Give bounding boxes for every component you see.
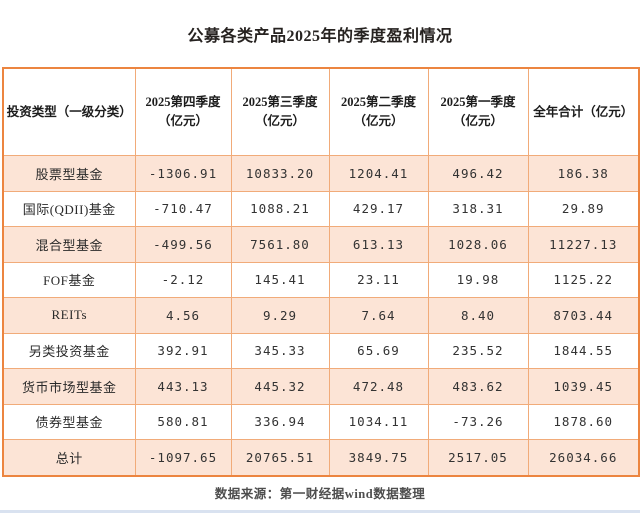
value-cell-total: 26034.66 <box>527 439 640 476</box>
value-cell-q1: -73.26 <box>427 403 529 440</box>
bottom-divider <box>0 510 640 513</box>
value-cell-q4: 443.13 <box>134 368 232 405</box>
table-row: 另类投资基金 392.91 345.33 65.69 235.52 1844.5… <box>2 332 640 369</box>
row-label: 货币市场型基金 <box>2 368 136 405</box>
column-header-category: 投资类型（一级分类） <box>2 67 136 156</box>
column-header-q3: 2025第三季度 （亿元） <box>230 67 330 156</box>
row-label: 债券型基金 <box>2 403 136 440</box>
row-label: 另类投资基金 <box>2 332 136 369</box>
column-header-unit: （亿元） <box>157 114 208 128</box>
column-header-label: 2025第一季度 <box>440 95 516 110</box>
table-row: 国际(QDII)基金 -710.47 1088.21 429.17 318.31… <box>2 190 640 227</box>
quarterly-profit-table: 投资类型（一级分类） 2025第四季度 （亿元） 2025第三季度 （亿元） 2… <box>2 67 640 477</box>
value-cell-total: 1039.45 <box>527 368 640 405</box>
header-row: 投资类型（一级分类） 2025第四季度 （亿元） 2025第三季度 （亿元） 2… <box>2 67 640 156</box>
column-header-unit: （亿元） <box>452 114 503 128</box>
value-cell-q3: 20765.51 <box>230 439 330 476</box>
value-cell-q2: 613.13 <box>328 226 429 263</box>
value-cell-q4: 392.91 <box>134 332 232 369</box>
value-cell-q1: 2517.05 <box>427 439 529 476</box>
column-header-label: 2025第二季度 <box>340 95 416 110</box>
row-label: 混合型基金 <box>2 226 136 263</box>
table-title: 公募各类产品2025年的季度盈利情况 <box>187 28 453 45</box>
value-cell-q3: 445.32 <box>230 368 330 405</box>
column-header-label: 2025第三季度 <box>242 95 318 110</box>
table-row: FOF基金 -2.12 145.41 23.11 19.98 1125.22 <box>2 261 640 298</box>
row-label: 股票型基金 <box>2 155 136 192</box>
value-cell-q1: 1028.06 <box>427 226 529 263</box>
value-cell-q2: 7.64 <box>328 297 429 334</box>
table-row: 股票型基金 -1306.91 10833.20 1204.41 496.42 1… <box>2 155 640 192</box>
value-cell-q2: 1204.41 <box>328 155 429 192</box>
value-cell-q3: 1088.21 <box>230 190 330 227</box>
value-cell-total: 1844.55 <box>527 332 640 369</box>
value-cell-q1: 496.42 <box>427 155 529 192</box>
column-header-q2: 2025第二季度 （亿元） <box>328 67 429 156</box>
value-cell-q1: 235.52 <box>427 332 529 369</box>
row-label: REITs <box>2 297 136 334</box>
value-cell-q2: 23.11 <box>328 261 429 298</box>
value-cell-q3: 7561.80 <box>230 226 330 263</box>
value-cell-total: 1125.22 <box>527 261 640 298</box>
value-cell-q4: 4.56 <box>134 297 232 334</box>
value-cell-q4: -499.56 <box>134 226 232 263</box>
column-header-label: 全年合计（亿元） <box>533 104 634 119</box>
column-header-q1: 2025第一季度 （亿元） <box>427 67 529 156</box>
value-cell-q1: 8.40 <box>427 297 529 334</box>
column-header-unit: （亿元） <box>353 114 404 128</box>
value-cell-q2: 3849.75 <box>328 439 429 476</box>
table-header: 投资类型（一级分类） 2025第四季度 （亿元） 2025第三季度 （亿元） 2… <box>2 67 640 156</box>
column-header-label: 2025第四季度 <box>145 95 221 110</box>
row-label: FOF基金 <box>2 261 136 298</box>
value-cell-total: 29.89 <box>527 190 640 227</box>
value-cell-q3: 10833.20 <box>230 155 330 192</box>
value-cell-q4: -710.47 <box>134 190 232 227</box>
value-cell-q3: 145.41 <box>230 261 330 298</box>
value-cell-q4: 580.81 <box>134 403 232 440</box>
value-cell-total: 1878.60 <box>527 403 640 440</box>
value-cell-q1: 318.31 <box>427 190 529 227</box>
table-row: 混合型基金 -499.56 7561.80 613.13 1028.06 112… <box>2 226 640 263</box>
value-cell-q4: -2.12 <box>134 261 232 298</box>
table-body: 股票型基金 -1306.91 10833.20 1204.41 496.42 1… <box>2 155 640 476</box>
column-header-q4: 2025第四季度 （亿元） <box>134 67 232 156</box>
column-header-total: 全年合计（亿元） <box>527 67 640 156</box>
row-label: 国际(QDII)基金 <box>2 190 136 227</box>
data-source: 数据来源：第一财经据wind数据整理 <box>214 487 426 501</box>
table-row: REITs 4.56 9.29 7.64 8.40 8703.44 <box>2 297 640 334</box>
value-cell-q1: 19.98 <box>427 261 529 298</box>
row-label: 总计 <box>2 439 136 476</box>
value-cell-q4: -1097.65 <box>134 439 232 476</box>
value-cell-q2: 65.69 <box>328 332 429 369</box>
value-cell-q4: -1306.91 <box>134 155 232 192</box>
value-cell-q3: 336.94 <box>230 403 330 440</box>
table-row: 债券型基金 580.81 336.94 1034.11 -73.26 1878.… <box>2 403 640 440</box>
value-cell-q1: 483.62 <box>427 368 529 405</box>
value-cell-total: 186.38 <box>527 155 640 192</box>
value-cell-q3: 9.29 <box>230 297 330 334</box>
table-row: 货币市场型基金 443.13 445.32 472.48 483.62 1039… <box>2 368 640 405</box>
column-header-unit: （亿元） <box>254 114 305 128</box>
value-cell-q2: 472.48 <box>328 368 429 405</box>
value-cell-q2: 1034.11 <box>328 403 429 440</box>
table-row: 总计 -1097.65 20765.51 3849.75 2517.05 260… <box>2 439 640 476</box>
value-cell-total: 11227.13 <box>527 226 640 263</box>
value-cell-q3: 345.33 <box>230 332 330 369</box>
value-cell-q2: 429.17 <box>328 190 429 227</box>
value-cell-total: 8703.44 <box>527 297 640 334</box>
column-header-label: 投资类型（一级分类） <box>6 104 132 119</box>
